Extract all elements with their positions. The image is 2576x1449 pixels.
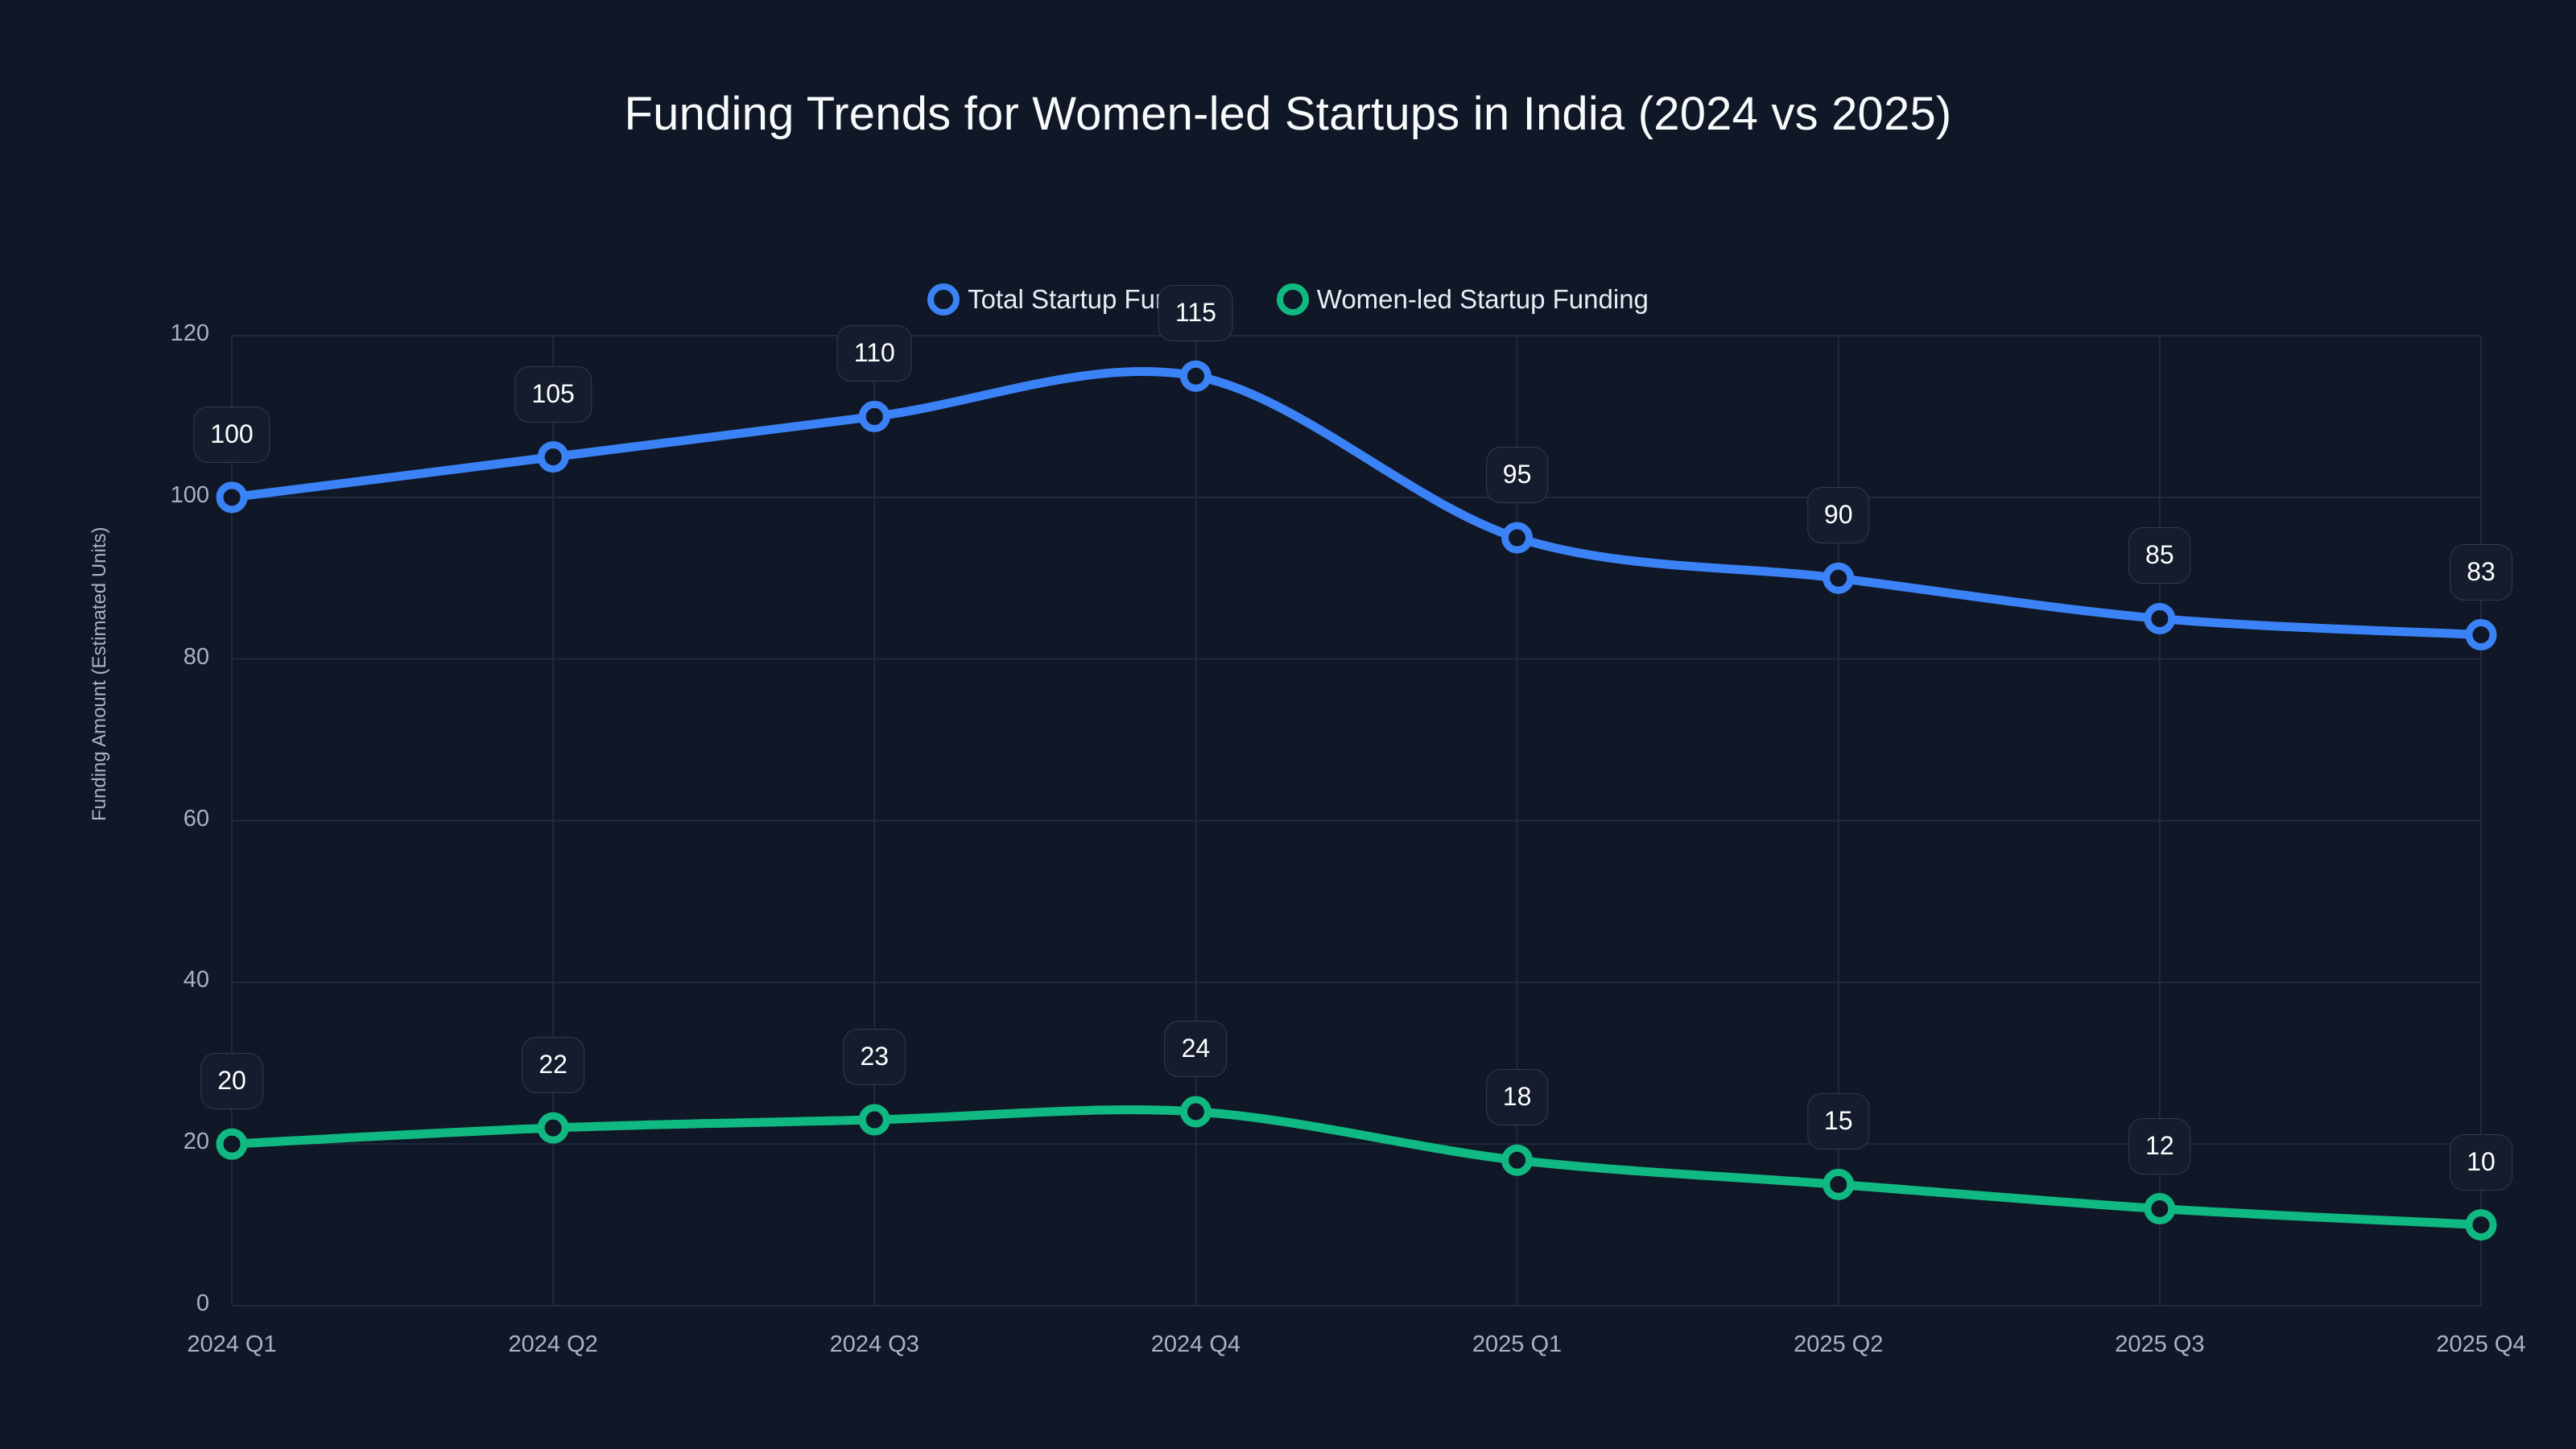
x-axis-tick-label: 2025 Q1 bbox=[1472, 1331, 1563, 1357]
data-point-label: 15 bbox=[1806, 1093, 1870, 1150]
x-axis-tick-label: 2025 Q4 bbox=[2436, 1331, 2526, 1357]
data-point-marker[interactable] bbox=[216, 481, 248, 514]
x-axis-tick-label: 2024 Q2 bbox=[508, 1331, 598, 1357]
data-point-label: 105 bbox=[514, 365, 592, 423]
data-point-marker[interactable] bbox=[1823, 562, 1855, 594]
y-axis-tick-label: 80 bbox=[183, 643, 209, 670]
data-point-marker[interactable] bbox=[858, 400, 890, 432]
y-axis-tick-label: 0 bbox=[196, 1290, 209, 1316]
data-point-marker[interactable] bbox=[2465, 619, 2497, 651]
data-point-label: 115 bbox=[1158, 285, 1233, 342]
data-point-label: 20 bbox=[200, 1053, 263, 1110]
x-axis-tick-label: 2024 Q3 bbox=[829, 1331, 919, 1357]
data-point-label: 10 bbox=[2450, 1133, 2512, 1191]
y-axis-title: Funding Amount (Estimated Units) bbox=[89, 526, 110, 822]
x-axis-tick-label: 2024 Q4 bbox=[1150, 1331, 1241, 1357]
data-point-marker[interactable] bbox=[1179, 1096, 1212, 1128]
data-point-label: 23 bbox=[843, 1029, 906, 1086]
data-point-marker[interactable] bbox=[858, 1104, 890, 1136]
data-point-label: 85 bbox=[2128, 527, 2191, 584]
data-point-marker[interactable] bbox=[2144, 1193, 2176, 1224]
x-axis-tick-label: 2025 Q2 bbox=[1794, 1331, 1884, 1357]
x-axis-tick-label: 2024 Q1 bbox=[187, 1331, 277, 1357]
series-layer bbox=[216, 360, 2497, 1241]
data-point-marker[interactable] bbox=[2465, 1209, 2497, 1241]
y-axis-tick-label: 40 bbox=[183, 967, 209, 993]
data-point-label: 100 bbox=[193, 406, 270, 463]
data-point-marker[interactable] bbox=[537, 1112, 569, 1144]
data-point-label: 12 bbox=[2128, 1117, 2191, 1174]
data-point-marker[interactable] bbox=[1501, 522, 1534, 554]
data-point-marker[interactable] bbox=[1501, 1144, 1534, 1176]
series-line-0 bbox=[227, 367, 2486, 640]
y-axis-tick-label: 120 bbox=[170, 320, 209, 346]
data-point-marker[interactable] bbox=[537, 441, 569, 473]
y-axis-tick-label: 60 bbox=[183, 805, 209, 832]
data-point-label: 90 bbox=[1806, 487, 1870, 544]
y-axis-tick-label: 20 bbox=[183, 1129, 209, 1155]
ring-marker-icon bbox=[1276, 283, 1309, 316]
chart-title: Funding Trends for Women-led Startups in… bbox=[624, 88, 1952, 140]
data-point-marker[interactable] bbox=[2144, 602, 2176, 634]
legend-item-label: Women-led Startup Funding bbox=[1316, 284, 1649, 314]
data-point-label: 83 bbox=[2450, 543, 2512, 601]
data-point-label: 18 bbox=[1485, 1069, 1549, 1126]
data-point-label: 22 bbox=[522, 1037, 584, 1094]
series-line-1 bbox=[227, 1105, 2486, 1230]
data-point-marker[interactable] bbox=[1179, 360, 1212, 392]
data-point-label: 110 bbox=[836, 325, 912, 382]
data-point-label: 24 bbox=[1164, 1021, 1228, 1077]
data-point-label: 95 bbox=[1485, 447, 1549, 504]
data-point-marker[interactable] bbox=[216, 1128, 248, 1160]
data-point-marker[interactable] bbox=[1823, 1168, 1855, 1200]
legend-item-1[interactable]: Women-led Startup Funding bbox=[1276, 283, 1649, 316]
x-axis-tick-label: 2025 Q3 bbox=[2115, 1331, 2205, 1357]
ring-marker-icon bbox=[927, 283, 960, 316]
y-axis-tick-label: 100 bbox=[170, 481, 209, 508]
